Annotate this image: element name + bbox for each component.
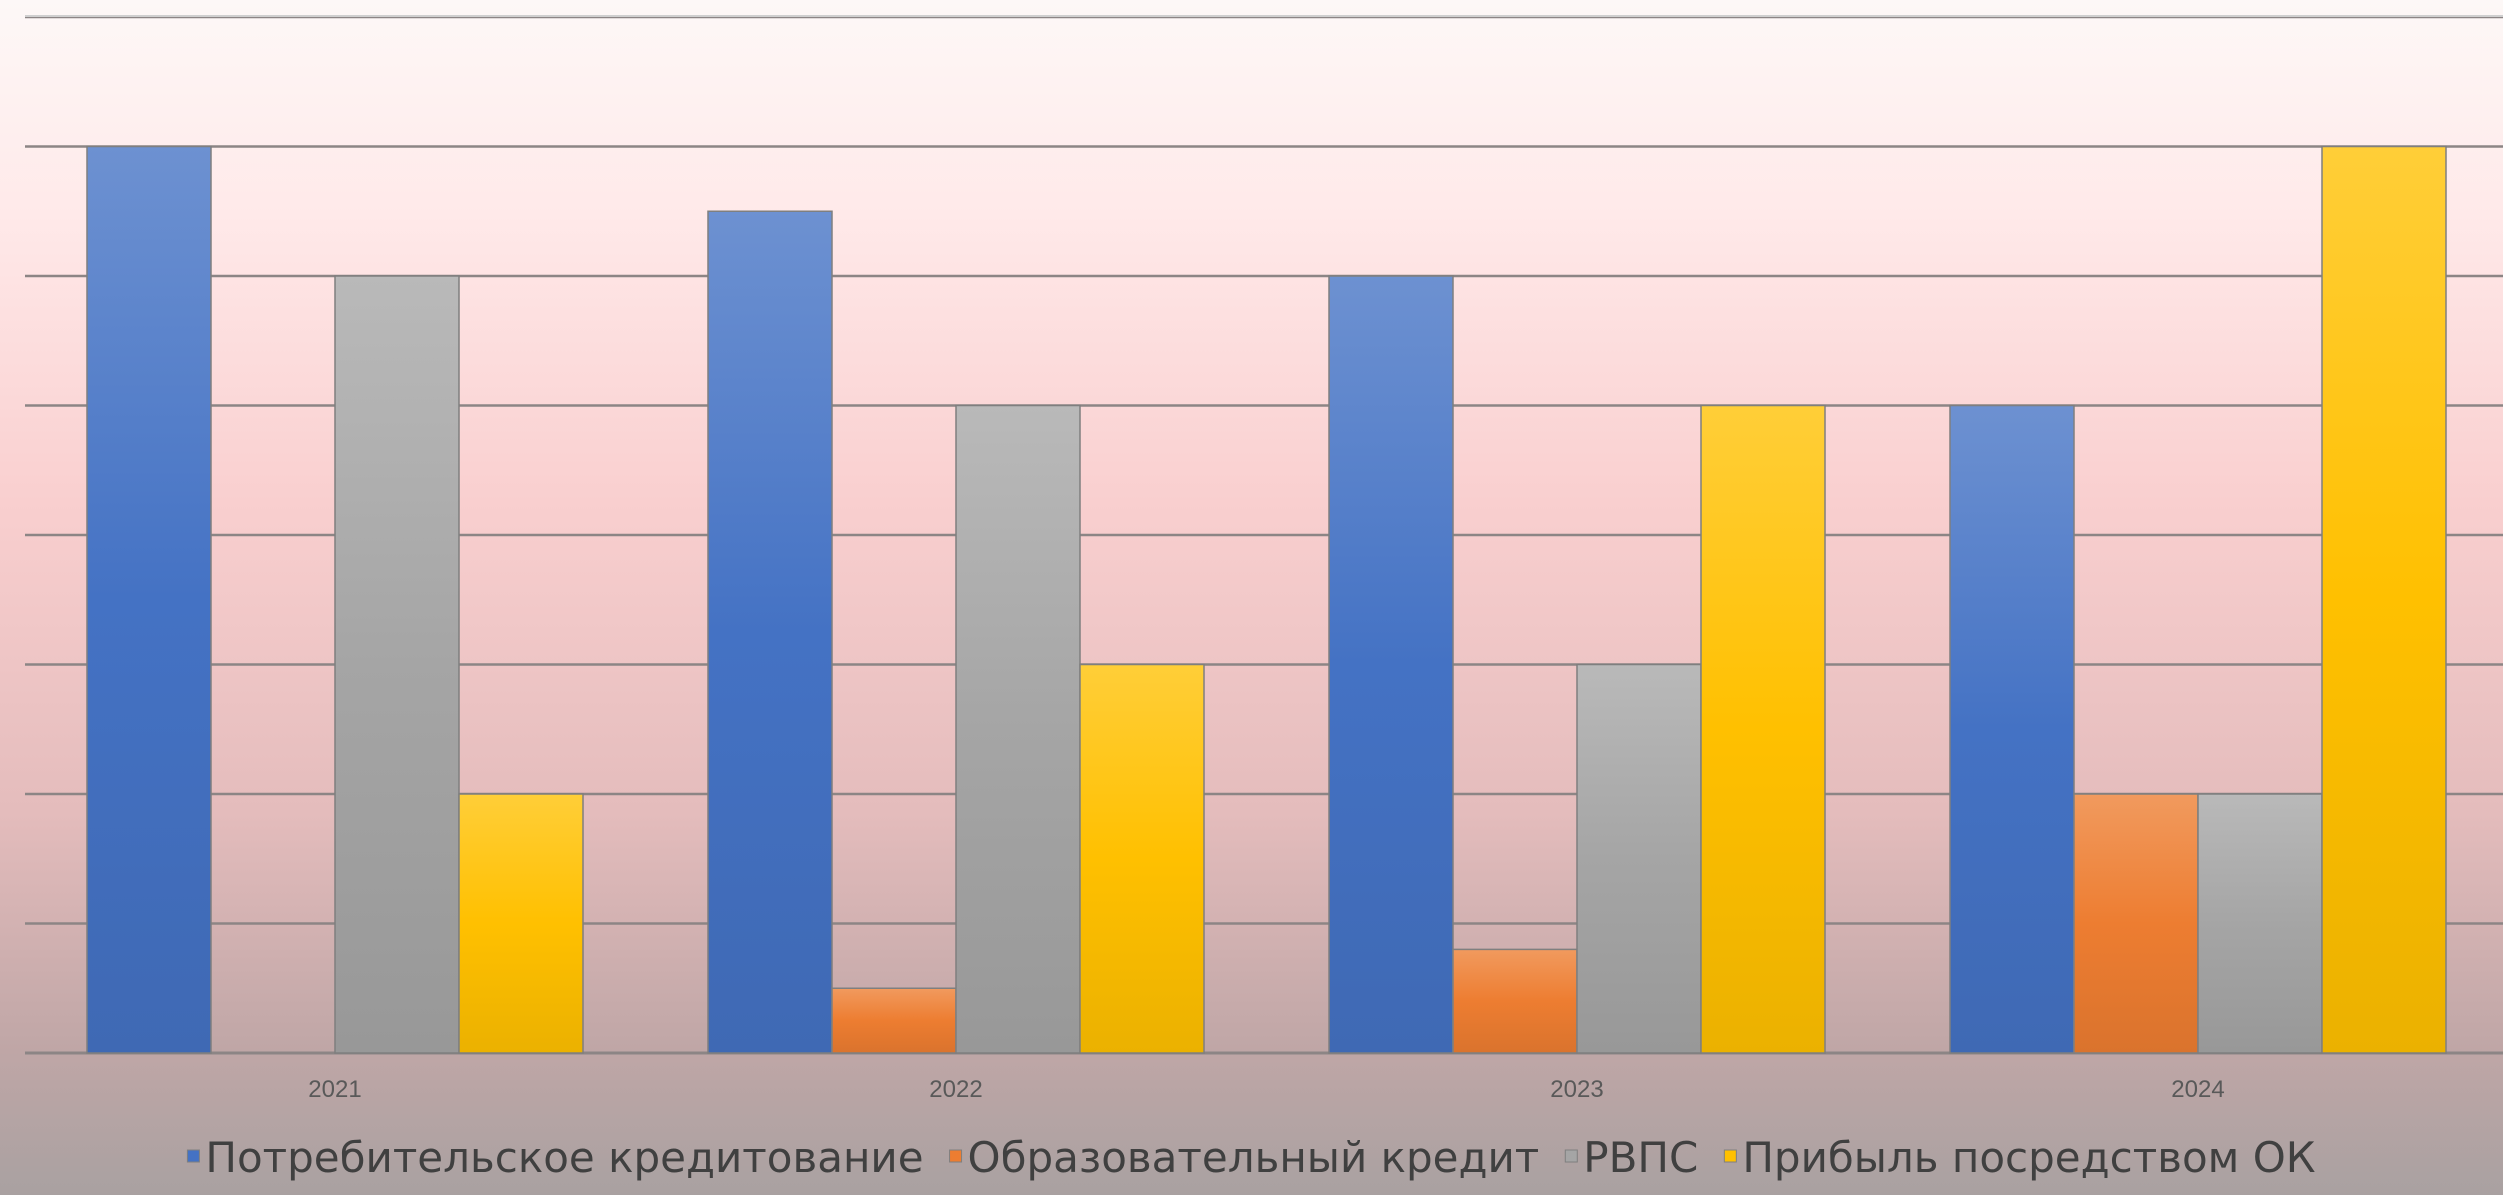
legend-label: Образовательный кредит <box>968 1133 1540 1182</box>
bar-2021-series-3 <box>334 275 460 1054</box>
bars <box>86 145 2447 1054</box>
legend-item: Прибыль посредством ОК <box>1723 1133 2316 1182</box>
bar-2021-series-1 <box>86 145 212 1054</box>
legend-swatch <box>949 1149 963 1163</box>
bar-2023-series-1 <box>1328 275 1454 1054</box>
bar-2024-series-2 <box>2073 793 2199 1054</box>
x-tick-label: 2021 <box>308 1076 361 1103</box>
legend-item: Потребительское кредитование <box>186 1133 924 1182</box>
bar-2022-series-3 <box>955 404 1081 1054</box>
legend: Потребительское кредитование Образователь… <box>186 1133 2316 1182</box>
bar-2022-series-2 <box>831 987 957 1054</box>
bar-2023-series-3 <box>1576 663 1702 1054</box>
legend-label: Прибыль посредством ОК <box>1742 1133 2315 1182</box>
legend-item: Образовательный кредит <box>949 1133 1540 1182</box>
legend-swatch <box>186 1149 200 1163</box>
legend-item: РВПС <box>1564 1133 1698 1182</box>
x-tick-label: 2024 <box>2171 1076 2224 1103</box>
legend-swatch <box>1564 1149 1578 1163</box>
legend-swatch <box>1723 1149 1737 1163</box>
bar-2024-series-4 <box>2321 145 2447 1054</box>
legend-label: Потребительское кредитование <box>205 1133 923 1182</box>
bar-2023-series-2 <box>1452 948 1578 1054</box>
bar-2024-series-1 <box>1949 404 2075 1054</box>
bar-2022-series-1 <box>707 210 833 1054</box>
legend-label: РВПС <box>1583 1133 1698 1182</box>
bar-2021-series-4 <box>458 793 584 1054</box>
x-axis: 2021 2022 2023 2024 <box>308 1076 2224 1103</box>
x-tick-label: 2022 <box>929 1076 982 1103</box>
bar-2023-series-4 <box>1700 404 1826 1054</box>
bar-2022-series-4 <box>1079 663 1205 1054</box>
bar-2024-series-3 <box>2197 793 2323 1054</box>
x-tick-label: 2023 <box>1550 1076 1603 1103</box>
